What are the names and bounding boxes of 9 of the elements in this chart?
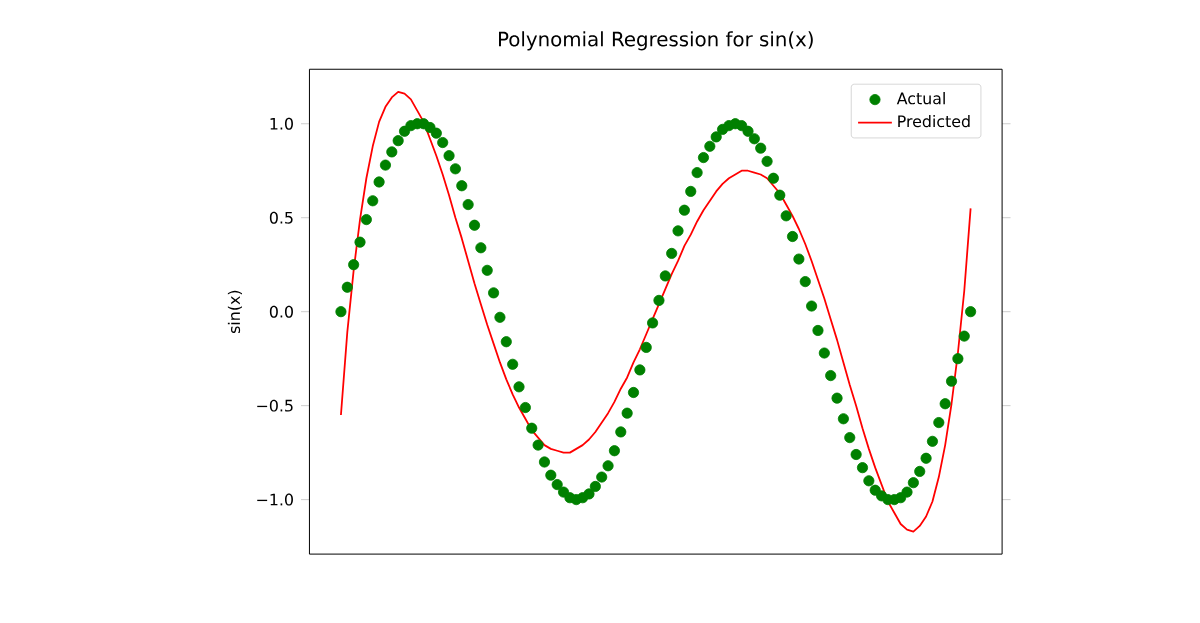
y-tick-label: 0.5: [269, 211, 293, 224]
chart-title: Polynomial Regression for sin(x): [499, 31, 813, 51]
y-tick-label: 1.0: [270, 117, 293, 130]
y-tick-label: 0.0: [269, 305, 293, 318]
y-axis-title: sin(x): [227, 290, 242, 333]
y-tick-label: −0.5: [257, 399, 293, 412]
legend-label: Actual: [896, 91, 945, 105]
legend-label: Predicted: [898, 114, 970, 128]
y-tick-label: −1.0: [257, 493, 293, 506]
